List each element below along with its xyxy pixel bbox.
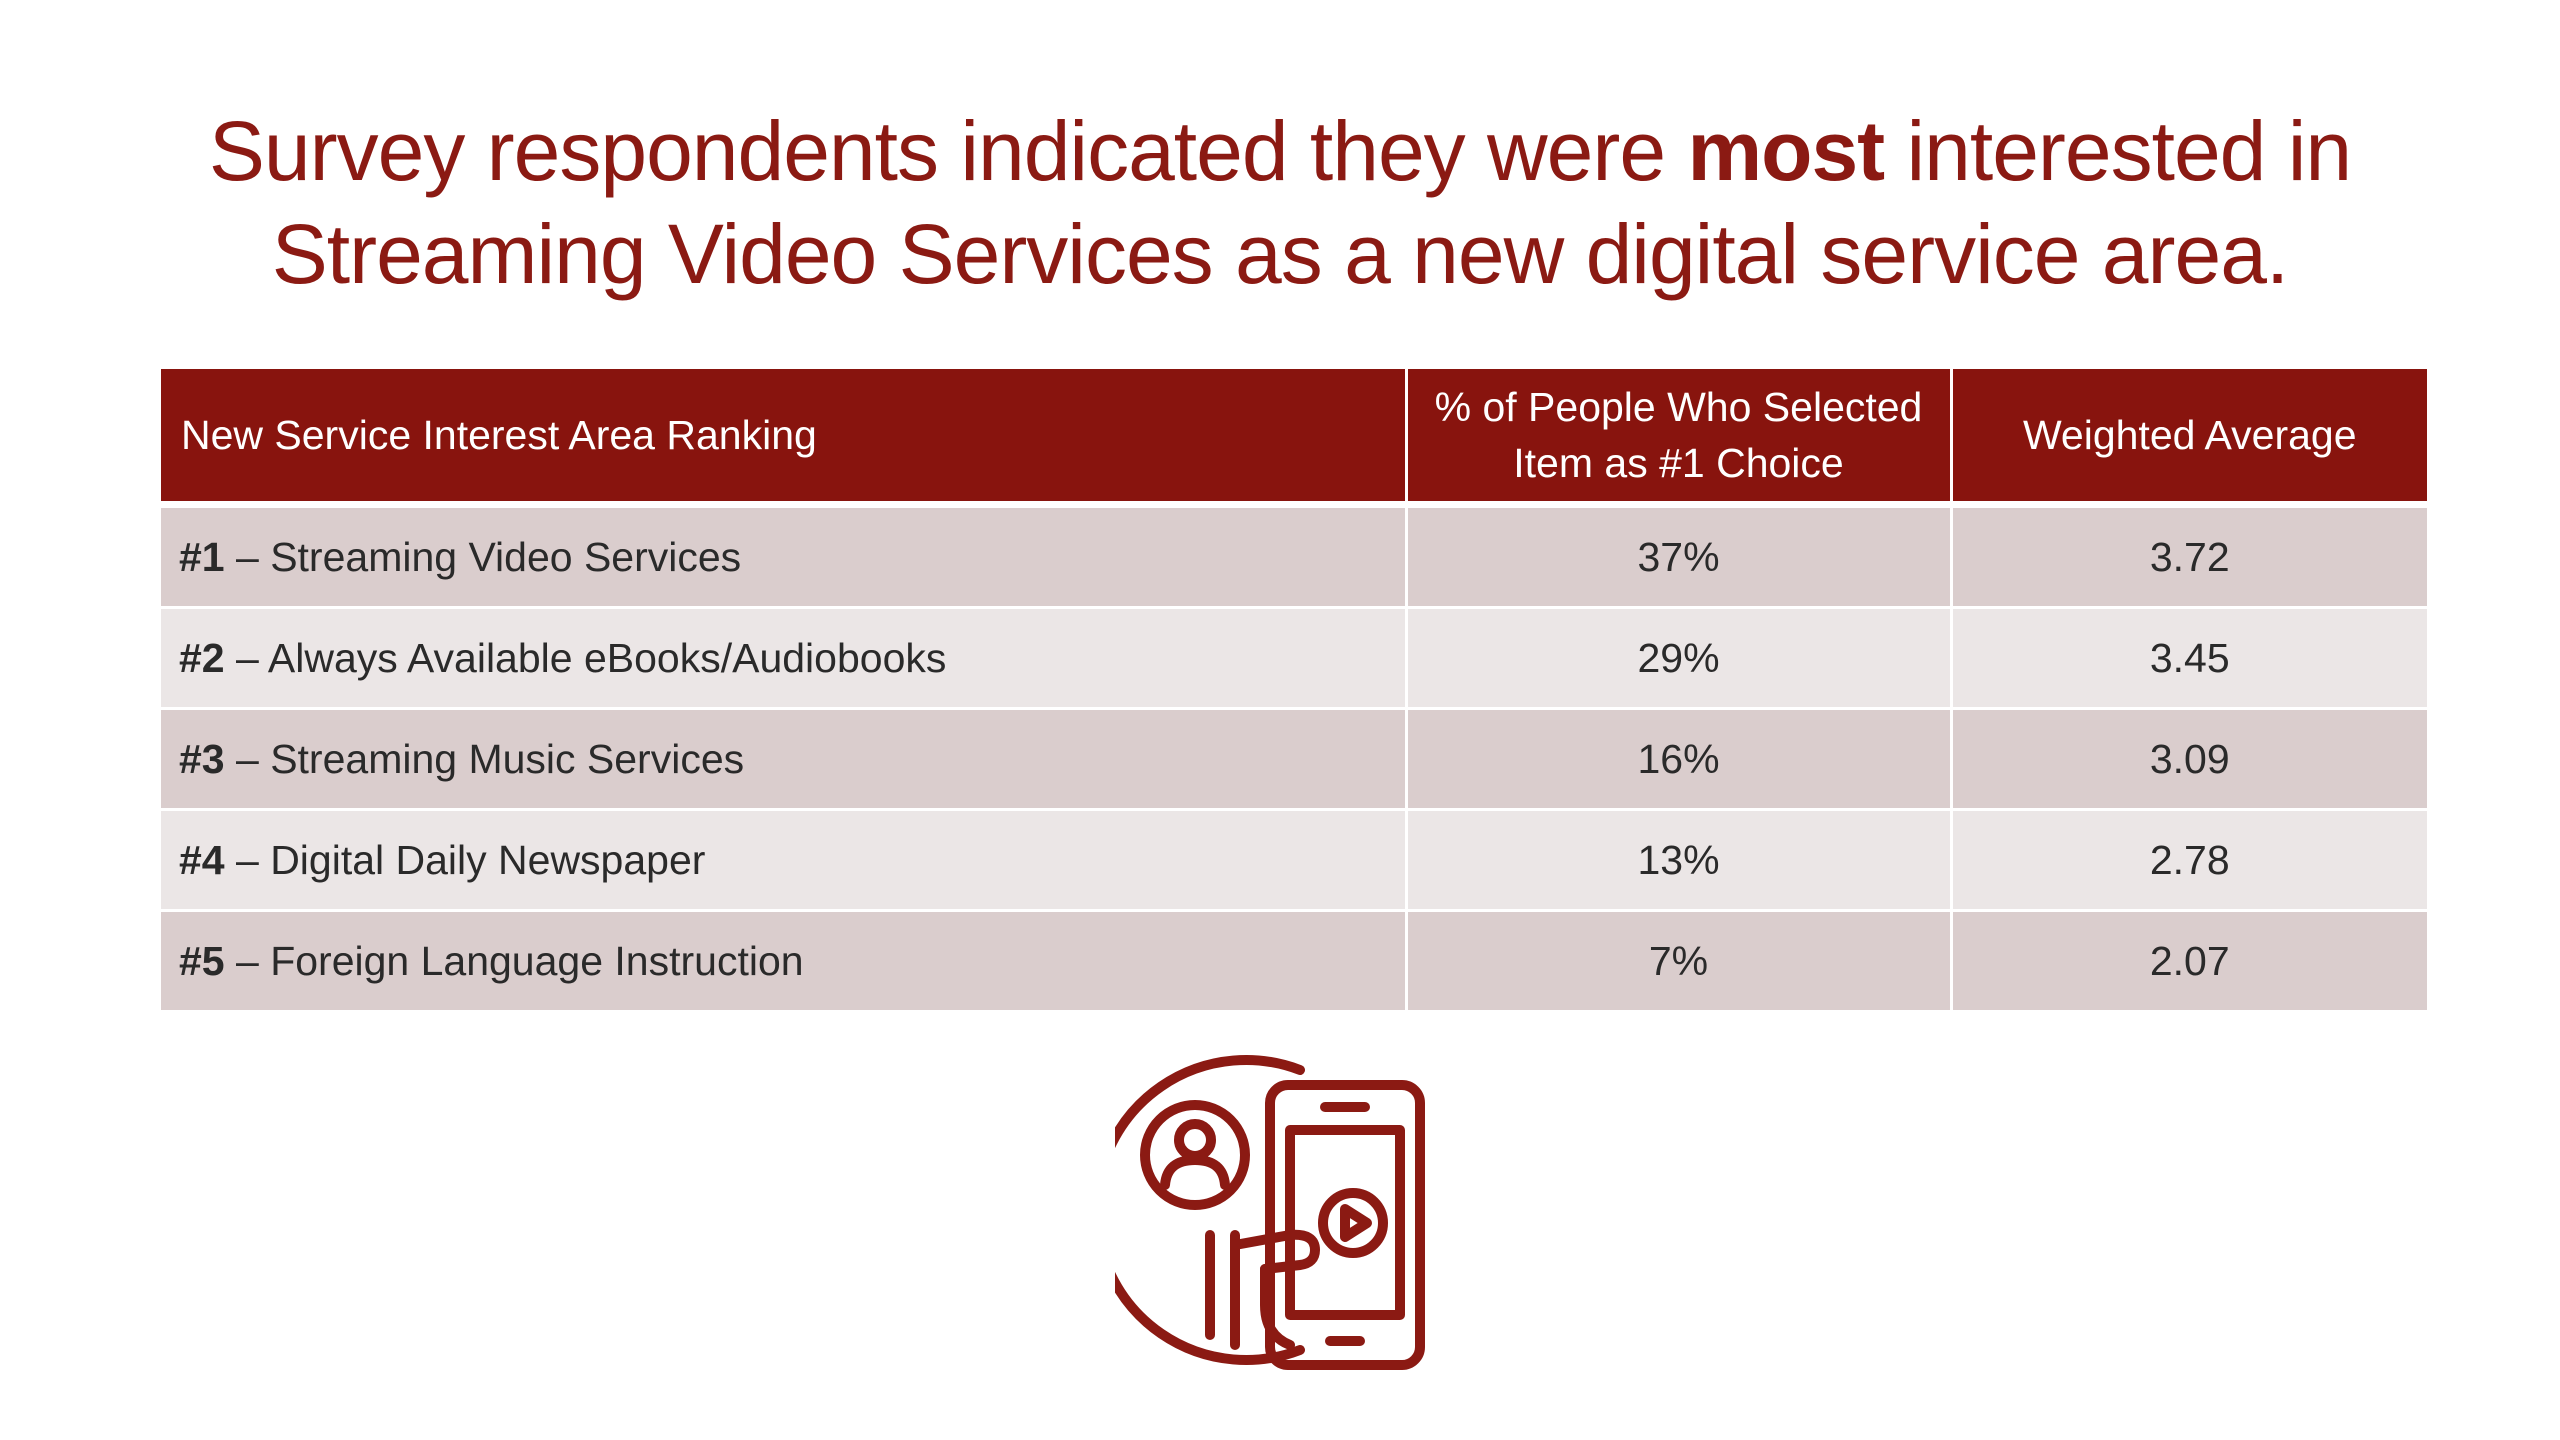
header-ranking: New Service Interest Area Ranking	[161, 369, 1408, 505]
service-cell: #3 – Streaming Music Services	[161, 707, 1408, 810]
table-row: #1 – Streaming Video Services 37% 3.72	[161, 501, 2427, 608]
header-percent-line-2: Item as #1 Choice	[1513, 440, 1844, 486]
rank-label: #1	[179, 533, 225, 580]
title-text-pre: Survey respondents indicated they were	[208, 104, 1688, 198]
percent-cell: 13%	[1406, 808, 1953, 911]
weighted-cell: 2.07	[1951, 909, 2427, 1010]
title-line-2: Streaming Video Services as a new digita…	[271, 207, 2290, 301]
service-cell: #5 – Foreign Language Instruction	[161, 909, 1408, 1010]
weighted-cell: 3.72	[1951, 501, 2427, 608]
percent-cell: 7%	[1406, 909, 1953, 1010]
table-row: #3 – Streaming Music Services 16% 3.09	[161, 707, 2427, 810]
service-name: – Always Available eBooks/Audiobooks	[224, 634, 947, 681]
percent-cell: 37%	[1406, 501, 1953, 608]
service-name: – Foreign Language Instruction	[224, 937, 804, 984]
weighted-cell: 2.78	[1951, 808, 2427, 911]
service-name: – Streaming Video Services	[224, 533, 742, 580]
title-text-emphasis: most	[1687, 104, 1885, 198]
service-name: – Digital Daily Newspaper	[224, 836, 706, 883]
service-cell: #4 – Digital Daily Newspaper	[161, 808, 1408, 911]
ranking-table: New Service Interest Area Ranking % of P…	[161, 369, 2427, 1010]
header-percent: % of People Who Selected Item as #1 Choi…	[1406, 369, 1953, 505]
streaming-video-phone-icon	[1091, 1045, 1445, 1375]
percent-cell: 16%	[1406, 707, 1953, 810]
rank-label: #3	[179, 735, 225, 782]
percent-cell: 29%	[1406, 606, 1953, 709]
rank-label: #2	[179, 634, 225, 681]
title-line-1: Survey respondents indicated they were m…	[0, 100, 2560, 203]
rank-label: #4	[179, 836, 225, 883]
rank-label: #5	[179, 937, 225, 984]
table-row: #5 – Foreign Language Instruction 7% 2.0…	[161, 909, 2427, 1010]
title-text-post: interested in	[1884, 104, 2352, 198]
weighted-cell: 3.45	[1951, 606, 2427, 709]
header-percent-line-1: % of People Who Selected	[1434, 384, 1923, 430]
slide-title: Survey respondents indicated they were m…	[0, 100, 2560, 306]
table-header-row: New Service Interest Area Ranking % of P…	[161, 369, 2427, 505]
table-row: #4 – Digital Daily Newspaper 13% 2.78	[161, 808, 2427, 911]
table-row: #2 – Always Available eBooks/Audiobooks …	[161, 606, 2427, 709]
service-name: – Streaming Music Services	[224, 735, 745, 782]
weighted-cell: 3.09	[1951, 707, 2427, 810]
service-cell: #2 – Always Available eBooks/Audiobooks	[161, 606, 1408, 709]
service-cell: #1 – Streaming Video Services	[161, 501, 1408, 608]
header-weighted-average: Weighted Average	[1951, 369, 2427, 505]
